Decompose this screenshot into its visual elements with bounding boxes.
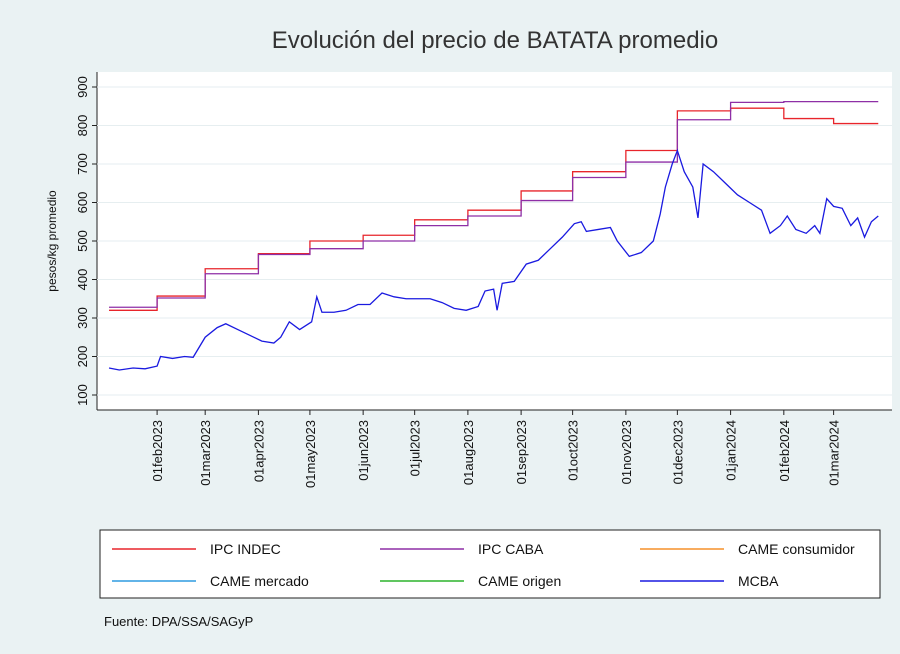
plot-layer: 100 200 300 400 500 600 700 800 900 01feb2023 01ma… [75,72,892,488]
y-tick-label: 300 [75,307,90,329]
x-tick-label: 01feb2024 [777,420,792,481]
x-tick-label: 01apr2023 [251,420,266,482]
y-tick-label: 900 [75,76,90,98]
chart-title: Evolución del precio de BATATA promedio [272,27,718,54]
x-tick-label: 01jun2023 [356,420,371,481]
legend: IPC INDEC IPC CABA CAME consumidor CAME mer… [112,541,855,589]
source-note: Fuente: DPA/SSA/SAGyP [104,614,253,629]
y-axis-title: pesos/kg promedio [45,190,59,292]
y-tick-label: 200 [75,346,90,368]
x-tick-label: 01sep2023 [514,420,529,484]
x-tick-label: 01jan2024 [724,420,739,481]
y-tick-label: 700 [75,153,90,175]
x-tick-label: 01jul2023 [408,420,423,476]
y-tick-label: 500 [75,230,90,252]
legend-label: IPC INDEC [210,541,281,557]
x-tick-label: 01dec2023 [670,420,685,484]
x-tick-label: 01mar2024 [827,420,842,486]
legend-box [99,529,881,599]
x-tick-label: 01mar2023 [198,420,213,486]
y-tick-label: 100 [75,384,90,406]
y-tick-label: 800 [75,115,90,137]
x-tick-label: 01may2023 [303,420,318,488]
legend-label: IPC CABA [478,541,544,557]
x-tick-label: 01nov2023 [619,420,634,484]
legend-label: CAME mercado [210,573,309,589]
legend-label: CAME origen [478,573,561,589]
legend-label: MCBA [738,573,779,589]
x-tick-label: 01aug2023 [461,420,476,485]
x-tick-label: 01oct2023 [566,420,581,481]
x-tick-label: 01feb2023 [150,420,165,481]
legend-label: CAME consumidor [738,541,855,557]
series-line [109,100,879,308]
series-line [109,107,879,311]
y-tick-label: 600 [75,192,90,214]
y-tick-label: 400 [75,269,90,291]
series-line [108,148,879,371]
